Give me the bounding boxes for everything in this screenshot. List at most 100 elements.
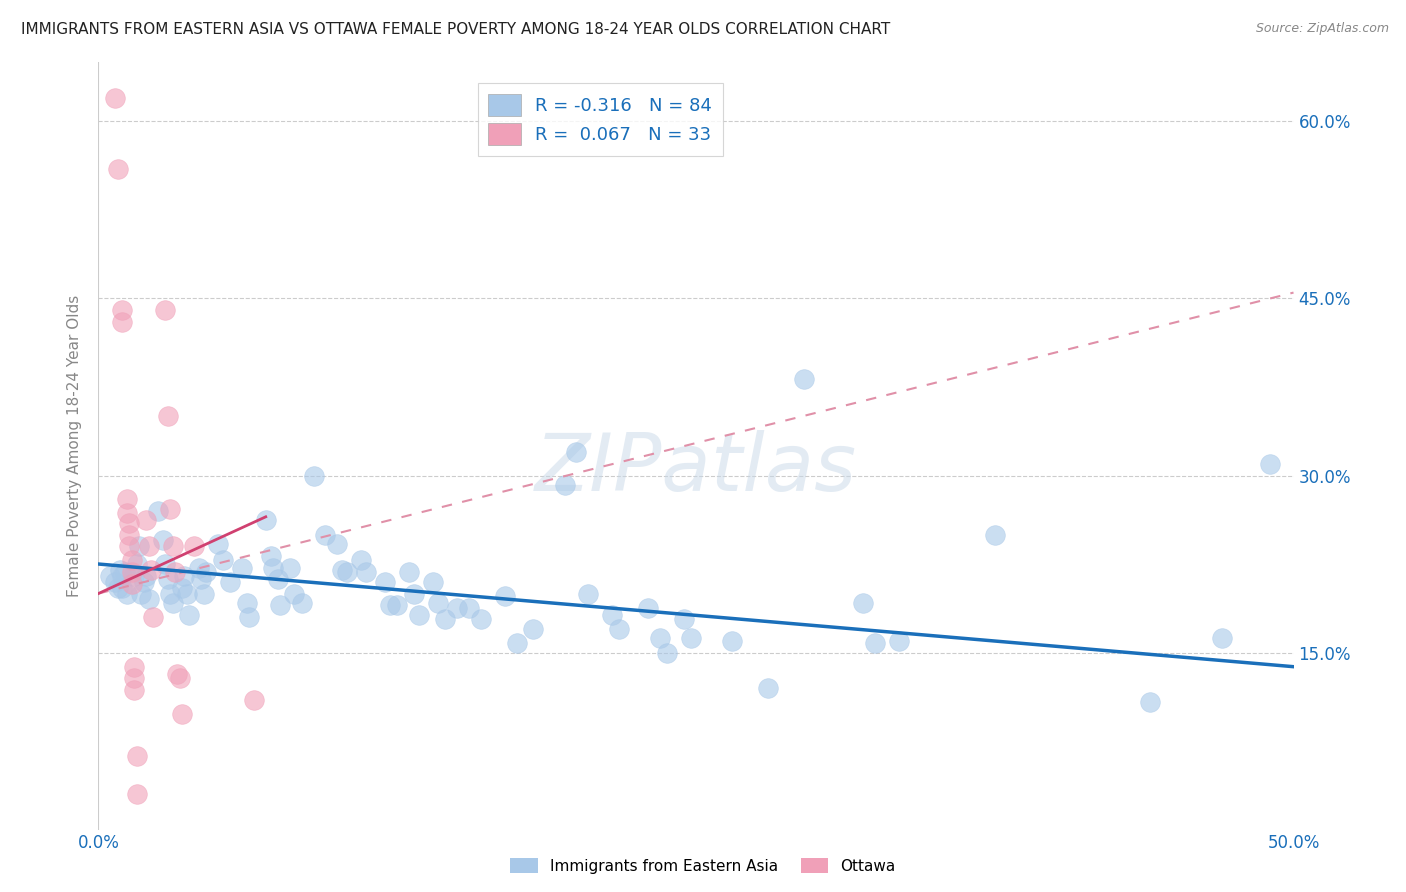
- Point: [1139, 695, 1161, 709]
- Point: [1258, 457, 1281, 471]
- Point: [470, 612, 492, 626]
- Point: [793, 372, 815, 386]
- Point: [262, 560, 284, 574]
- Point: [176, 586, 198, 600]
- Point: [131, 586, 153, 600]
- Point: [637, 600, 659, 615]
- Point: [124, 683, 146, 698]
- Point: [984, 527, 1007, 541]
- Point: [426, 596, 449, 610]
- Point: [148, 504, 170, 518]
- Point: [721, 633, 744, 648]
- Point: [108, 563, 131, 577]
- Point: [350, 553, 373, 567]
- Point: [254, 513, 277, 527]
- Point: [852, 596, 875, 610]
- Point: [756, 681, 779, 695]
- Point: [385, 599, 409, 613]
- Point: [278, 560, 301, 574]
- Point: [98, 569, 122, 583]
- Point: [118, 527, 141, 541]
- Point: [408, 607, 430, 622]
- Point: [118, 516, 141, 530]
- Point: [163, 566, 186, 580]
- Point: [336, 566, 359, 580]
- Y-axis label: Female Poverty Among 18-24 Year Olds: Female Poverty Among 18-24 Year Olds: [67, 295, 83, 597]
- Point: [124, 659, 146, 673]
- Point: [609, 622, 631, 636]
- Point: [494, 589, 516, 603]
- Point: [172, 706, 194, 721]
- Point: [111, 569, 134, 583]
- Point: [195, 566, 218, 580]
- Point: [434, 612, 457, 626]
- Point: [159, 501, 181, 516]
- Point: [115, 506, 138, 520]
- Point: [193, 586, 215, 600]
- Point: [159, 586, 181, 600]
- Legend: Immigrants from Eastern Asia, Ottawa: Immigrants from Eastern Asia, Ottawa: [503, 852, 903, 880]
- Point: [124, 569, 146, 583]
- Point: [657, 646, 679, 660]
- Point: [315, 527, 337, 541]
- Point: [374, 574, 396, 589]
- Point: [889, 633, 911, 648]
- Point: [267, 573, 290, 587]
- Point: [183, 539, 205, 553]
- Point: [602, 607, 624, 622]
- Point: [648, 632, 672, 646]
- Point: [179, 607, 201, 622]
- Point: [565, 445, 588, 459]
- Point: [138, 539, 160, 553]
- Point: [190, 573, 212, 587]
- Point: [104, 91, 127, 105]
- Point: [235, 596, 257, 610]
- Point: [330, 563, 353, 577]
- Point: [125, 749, 148, 764]
- Point: [211, 553, 233, 567]
- Legend: R = -0.316   N = 84, R =  0.067   N = 33: R = -0.316 N = 84, R = 0.067 N = 33: [478, 83, 723, 156]
- Point: [865, 636, 887, 650]
- Point: [114, 566, 136, 580]
- Point: [187, 560, 209, 574]
- Point: [578, 586, 600, 600]
- Point: [354, 566, 377, 580]
- Point: [115, 492, 138, 507]
- Point: [139, 563, 162, 577]
- Point: [326, 537, 349, 551]
- Point: [111, 581, 134, 595]
- Point: [522, 622, 544, 636]
- Point: [173, 569, 195, 583]
- Point: [135, 569, 157, 583]
- Point: [243, 692, 266, 706]
- Point: [107, 581, 129, 595]
- Point: [121, 577, 143, 591]
- Point: [125, 787, 148, 801]
- Point: [169, 672, 191, 686]
- Point: [422, 574, 444, 589]
- Point: [121, 553, 143, 567]
- Text: ZIPatlas: ZIPatlas: [534, 430, 858, 508]
- Point: [458, 600, 481, 615]
- Text: Source: ZipAtlas.com: Source: ZipAtlas.com: [1256, 22, 1389, 36]
- Point: [152, 533, 174, 548]
- Point: [111, 315, 134, 329]
- Point: [554, 478, 576, 492]
- Point: [125, 557, 148, 571]
- Point: [219, 574, 242, 589]
- Point: [269, 599, 291, 613]
- Point: [166, 666, 188, 681]
- Point: [207, 537, 229, 551]
- Point: [156, 573, 179, 587]
- Point: [291, 596, 314, 610]
- Point: [283, 586, 305, 600]
- Point: [302, 468, 325, 483]
- Point: [138, 592, 160, 607]
- Text: IMMIGRANTS FROM EASTERN ASIA VS OTTAWA FEMALE POVERTY AMONG 18-24 YEAR OLDS CORR: IMMIGRANTS FROM EASTERN ASIA VS OTTAWA F…: [21, 22, 890, 37]
- Point: [506, 636, 529, 650]
- Point: [121, 566, 143, 580]
- Point: [115, 586, 138, 600]
- Point: [231, 560, 253, 574]
- Point: [107, 161, 129, 176]
- Point: [172, 581, 194, 595]
